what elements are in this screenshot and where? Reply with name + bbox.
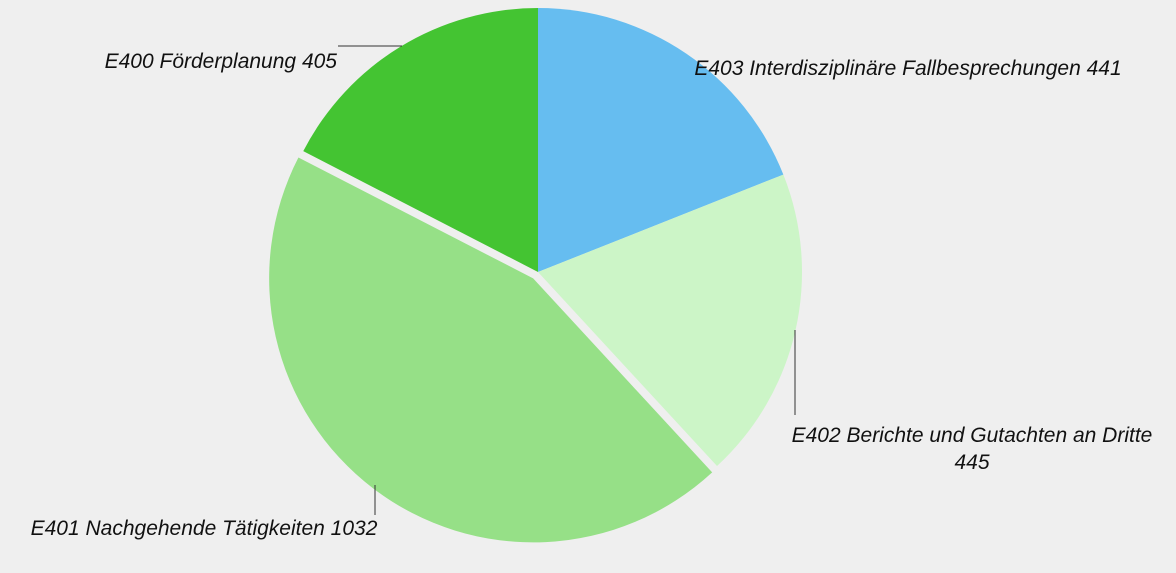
leader-lines bbox=[338, 45, 796, 515]
label-value: 405 bbox=[301, 50, 337, 73]
label-name: E401 Nachgehende Tätigkeiten bbox=[30, 517, 325, 540]
pie-slice bbox=[538, 174, 802, 467]
data-label: E402 Berichte und Gutachten an Dritte 44… bbox=[772, 422, 1172, 476]
pie-slice bbox=[303, 8, 538, 272]
data-label: E401 Nachgehende Tätigkeiten 1032 bbox=[14, 515, 394, 542]
pie-slice bbox=[538, 8, 784, 272]
label-value: 1032 bbox=[330, 517, 378, 540]
data-label: E400 Förderplanung 405 bbox=[0, 48, 337, 75]
label-name: E402 Berichte und Gutachten an Dritte bbox=[791, 424, 1153, 447]
pie-slice bbox=[269, 157, 713, 543]
label-value: 445 bbox=[954, 451, 990, 474]
label-name: E403 Interdisziplinäre Fallbesprechungen bbox=[694, 57, 1081, 80]
data-label: E403 Interdisziplinäre Fallbesprechungen… bbox=[658, 55, 1158, 82]
label-value: 441 bbox=[1086, 57, 1122, 80]
label-name: E400 Förderplanung bbox=[104, 50, 297, 73]
